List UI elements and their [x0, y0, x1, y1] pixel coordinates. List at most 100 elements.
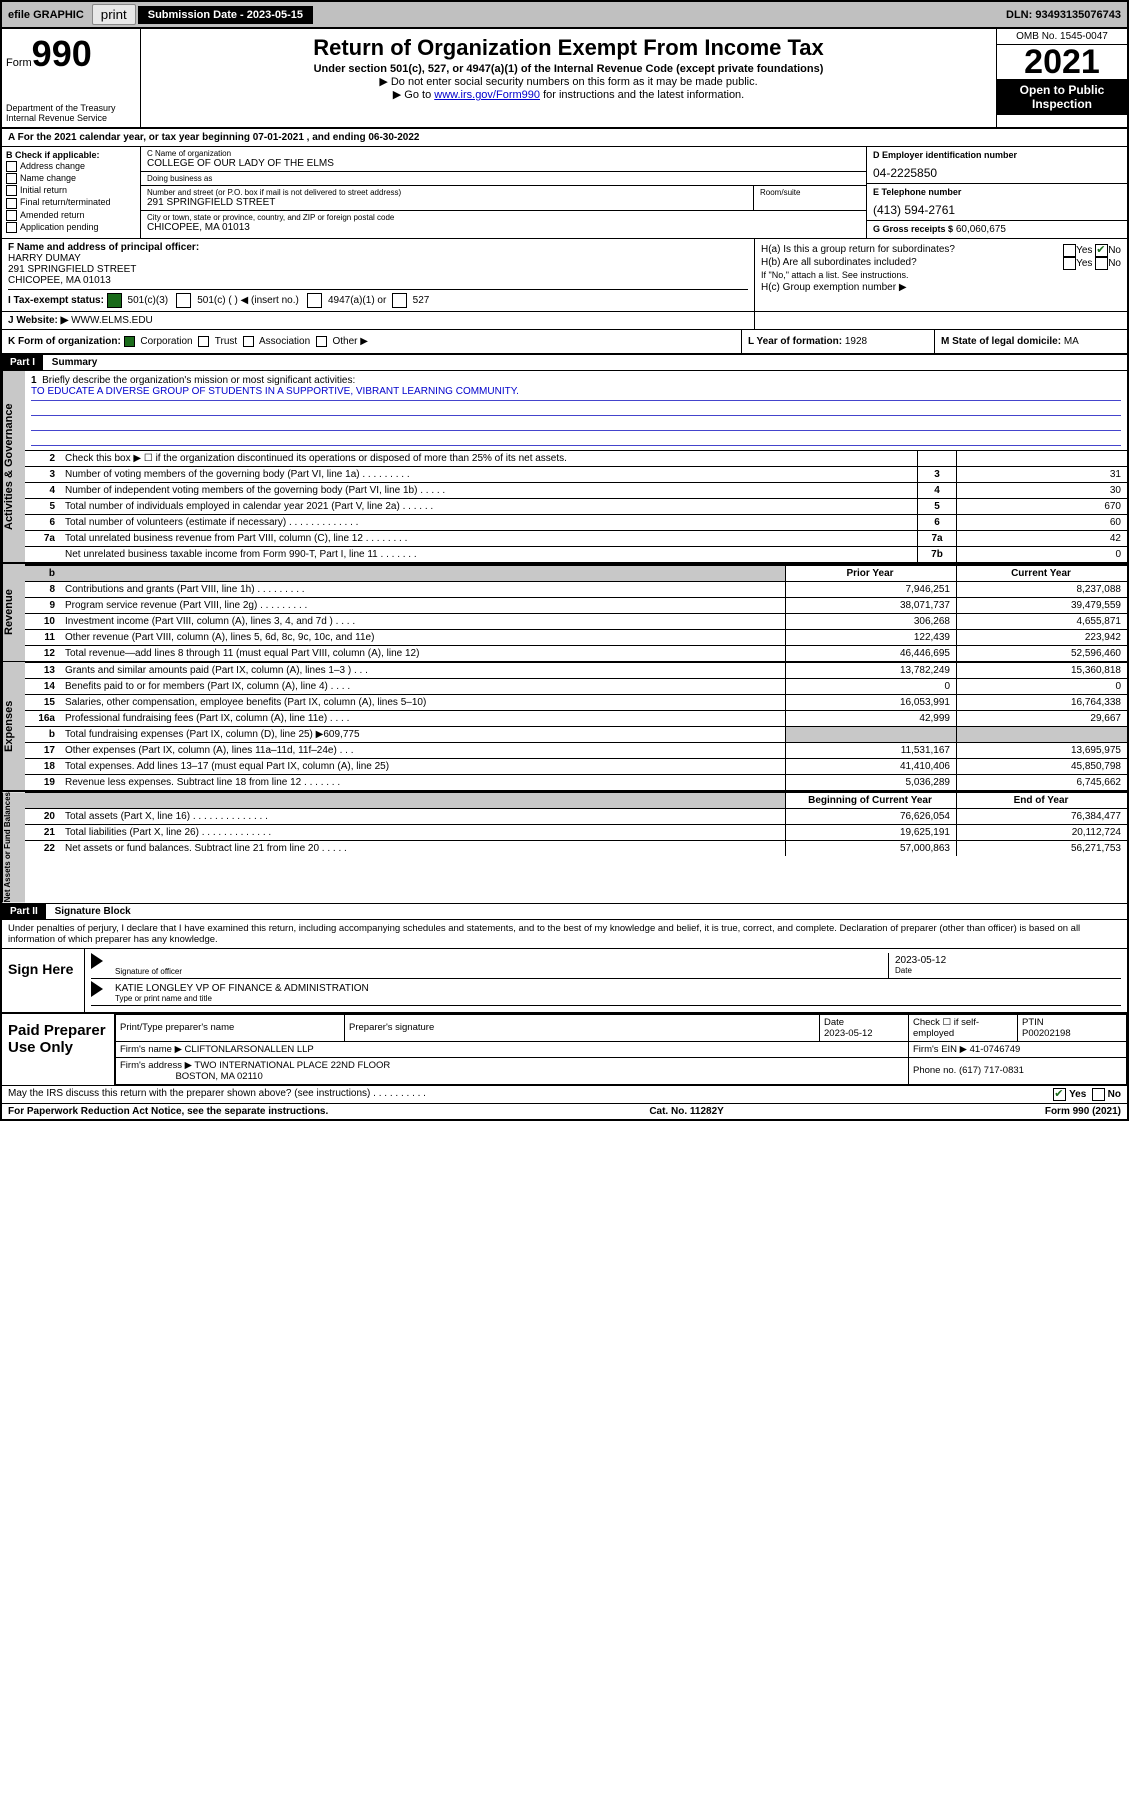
- cb-app-pending[interactable]: [6, 222, 17, 233]
- period-row: A For the 2021 calendar year, or tax yea…: [2, 129, 1127, 147]
- fgh-row: F Name and address of principal officer:…: [2, 239, 1127, 312]
- cb-assoc[interactable]: [243, 336, 254, 347]
- line-num: 8: [25, 582, 61, 598]
- j-row: J Website: ▶ WWW.ELMS.EDU: [2, 312, 1127, 330]
- line-box: 6: [918, 515, 957, 531]
- line-val: 60: [957, 515, 1128, 531]
- sig-blank: [115, 955, 882, 967]
- officer-addr2: CHICOPEE, MA 01013: [8, 275, 748, 286]
- cb-final-return[interactable]: [6, 198, 17, 209]
- cb-527[interactable]: [392, 293, 407, 308]
- line-prior: 13,782,249: [786, 663, 957, 679]
- line-prior: 76,626,054: [786, 809, 957, 825]
- cb-corp[interactable]: [124, 336, 135, 347]
- lbl-501c3: 501(c)(3): [128, 295, 169, 306]
- line-curr: 13,695,975: [957, 743, 1128, 759]
- cb-hb-no[interactable]: [1095, 257, 1108, 270]
- line-prior: 0: [786, 679, 957, 695]
- line-box: 4: [918, 483, 957, 499]
- cb-address-change[interactable]: [6, 161, 17, 172]
- lbl-name-change: Name change: [20, 173, 76, 183]
- section-bcde: B Check if applicable: Address change Na…: [2, 147, 1127, 239]
- irs-link[interactable]: www.irs.gov/Form990: [434, 89, 540, 101]
- cb-initial-return[interactable]: [6, 185, 17, 196]
- line-num: 14: [25, 679, 61, 695]
- hdr-prior: Prior Year: [786, 565, 957, 582]
- table-row: 12 Total revenue—add lines 8 through 11 …: [25, 646, 1127, 662]
- line-curr: 20,112,724: [957, 825, 1128, 841]
- cb-other[interactable]: [316, 336, 327, 347]
- part1-hdr: Part I Summary: [2, 355, 1127, 371]
- table-row: 2 Check this box ▶ ☐ if the organization…: [25, 451, 1127, 467]
- print-button[interactable]: print: [92, 4, 136, 25]
- note2-post: for instructions and the latest informat…: [540, 89, 744, 101]
- prep-h3: Date: [824, 1017, 844, 1028]
- dln: DLN: 93493135076743: [1000, 6, 1127, 24]
- box-c: C Name of organization COLLEGE OF OUR LA…: [141, 147, 866, 238]
- line-prior: 57,000,863: [786, 841, 957, 857]
- rev-blank: [61, 565, 786, 582]
- line-prior: 122,439: [786, 630, 957, 646]
- line-prior: 16,053,991: [786, 695, 957, 711]
- line-num: 9: [25, 598, 61, 614]
- mission-block: 1 Briefly describe the organization's mi…: [25, 371, 1127, 450]
- line-curr: 52,596,460: [957, 646, 1128, 662]
- prep-h4: Check ☐ if self-employed: [909, 1014, 1018, 1041]
- gov-section: Activities & Governance 1 Briefly descri…: [2, 371, 1127, 562]
- cb-501c[interactable]: [176, 293, 191, 308]
- line-curr: 76,384,477: [957, 809, 1128, 825]
- line-num: 13: [25, 663, 61, 679]
- header-left: Form990 Department of the Treasury Inter…: [2, 29, 141, 127]
- line-desc: Total revenue—add lines 8 through 11 (mu…: [61, 646, 786, 662]
- line-curr: 0: [957, 679, 1128, 695]
- line-desc: Total expenses. Add lines 13–17 (must eq…: [61, 759, 786, 775]
- table-row: 14 Benefits paid to or for members (Part…: [25, 679, 1127, 695]
- hdr-beg: Beginning of Current Year: [786, 793, 957, 809]
- phone-label: E Telephone number: [873, 187, 1121, 197]
- org-name: COLLEGE OF OUR LADY OF THE ELMS: [147, 158, 860, 169]
- line-num: 5: [25, 499, 61, 515]
- cb-ha-yes[interactable]: [1063, 244, 1076, 257]
- cb-amended[interactable]: [6, 210, 17, 221]
- note-link: ▶ Go to www.irs.gov/Form990 for instruct…: [145, 88, 992, 101]
- firm-phone: (617) 717-0831: [959, 1065, 1024, 1076]
- cb-ha-no[interactable]: [1095, 244, 1108, 257]
- gross-value: 60,060,675: [956, 224, 1006, 235]
- naf-table: Beginning of Current Year End of Year 20…: [25, 792, 1127, 856]
- ha-label: H(a) Is this a group return for subordin…: [761, 244, 955, 255]
- table-row: 9 Program service revenue (Part VIII, li…: [25, 598, 1127, 614]
- line-val: 42: [957, 531, 1128, 547]
- submission-date: Submission Date - 2023-05-15: [138, 6, 313, 24]
- line-num: 20: [25, 809, 61, 825]
- ein-label: D Employer identification number: [873, 150, 1121, 160]
- arrow-icon-2: [91, 981, 103, 997]
- line-desc: Program service revenue (Part VIII, line…: [61, 598, 786, 614]
- mission-blank3: [31, 431, 1121, 446]
- lbl-address-change: Address change: [20, 161, 85, 171]
- cb-discuss-yes[interactable]: [1053, 1088, 1066, 1101]
- cb-hb-yes[interactable]: [1063, 257, 1076, 270]
- firm-addr-l: Firm's address ▶: [120, 1060, 192, 1071]
- box-b-hdr: B Check if applicable:: [6, 150, 136, 160]
- m-label: M State of legal domicile:: [941, 336, 1061, 347]
- mission-num: 1: [31, 375, 37, 386]
- addr-label: Number and street (or P.O. box if mail i…: [147, 188, 747, 197]
- cb-trust[interactable]: [198, 336, 209, 347]
- sig-label: Signature of officer: [115, 967, 882, 976]
- line-num: 22: [25, 841, 61, 857]
- prep-h5: PTIN: [1022, 1017, 1044, 1028]
- cb-501c3[interactable]: [107, 293, 122, 308]
- line-desc: Check this box ▶ ☐ if the organization d…: [61, 451, 918, 467]
- form-label-small: Form: [6, 57, 32, 69]
- table-row: 15 Salaries, other compensation, employe…: [25, 695, 1127, 711]
- open-public: Open to Public Inspection: [997, 79, 1127, 115]
- lbl-yes2: Yes: [1076, 258, 1092, 269]
- efile-label: efile GRAPHIC: [2, 6, 90, 24]
- line-desc: Net assets or fund balances. Subtract li…: [61, 841, 786, 857]
- preparer-table: Print/Type preparer's name Preparer's si…: [115, 1014, 1127, 1085]
- cb-4947[interactable]: [307, 293, 322, 308]
- table-row: 16a Professional fundraising fees (Part …: [25, 711, 1127, 727]
- preparer-left-label: Paid Preparer Use Only: [2, 1014, 115, 1085]
- cb-name-change[interactable]: [6, 173, 17, 184]
- cb-discuss-no[interactable]: [1092, 1088, 1105, 1101]
